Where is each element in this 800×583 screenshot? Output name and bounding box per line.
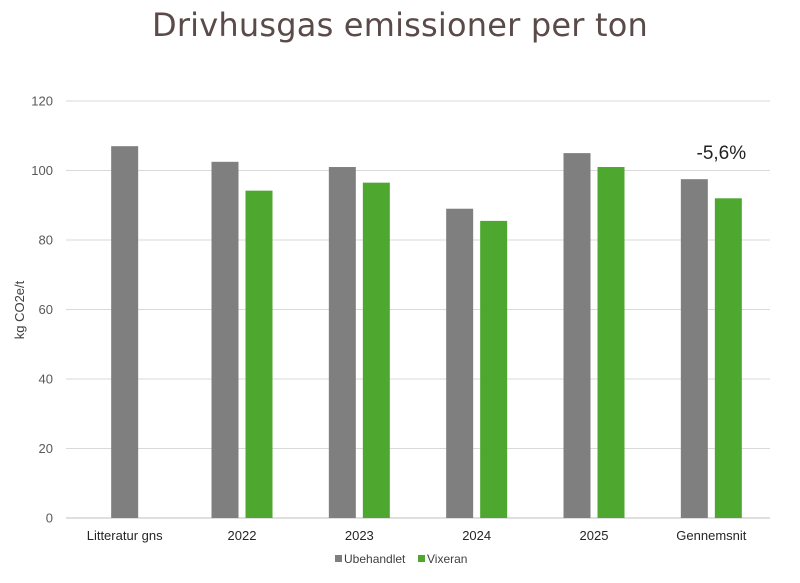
bar-ubehandlet-2022 xyxy=(211,161,239,518)
x-tick-label: 2023 xyxy=(345,528,374,543)
y-tick-label: 100 xyxy=(31,163,53,178)
bar-ubehandlet-2023 xyxy=(328,167,356,518)
legend-label: Vixeran xyxy=(427,552,467,566)
y-tick-label: 120 xyxy=(31,94,53,109)
x-axis-ticks: Litteratur gns 2022 2023 2024 2025 Gennemsnit xyxy=(87,528,747,543)
y-tick-label: 40 xyxy=(39,372,53,387)
y-tick-label: 80 xyxy=(39,233,53,248)
bar-vixeran-2024 xyxy=(480,220,508,518)
bar-ubehandlet-gennemsnit xyxy=(680,179,708,518)
bar-vixeran-2025 xyxy=(597,167,625,518)
legend-swatch xyxy=(418,555,425,562)
y-tick-label: 60 xyxy=(39,302,53,317)
chart-title: Drivhusgas emissioner per ton xyxy=(151,6,649,44)
x-tick-label: 2025 xyxy=(580,528,609,543)
bar-vixeran-gennemsnit xyxy=(714,198,742,519)
annotation-label: -5,6% xyxy=(697,143,747,164)
x-tick-label: Litteratur gns xyxy=(87,528,163,543)
gridlines xyxy=(66,100,770,519)
bar-vixeran-2022 xyxy=(245,190,273,518)
y-axis-ticks: 0 20 40 60 80 100 120 xyxy=(31,94,53,526)
bar-vixeran-2023 xyxy=(362,182,390,518)
legend: Ubehandlet Vixeran xyxy=(335,552,467,566)
x-tick-label: 2022 xyxy=(228,528,257,543)
y-tick-label: 0 xyxy=(46,511,53,526)
bars xyxy=(111,146,742,519)
x-tick-label: Gennemsnit xyxy=(676,528,746,543)
bar-ubehandlet-2024 xyxy=(446,208,474,518)
bar-ubehandlet-litteratur-gns xyxy=(111,146,139,519)
y-tick-label: 20 xyxy=(39,441,53,456)
y-axis-label: kg CO2e/t xyxy=(12,280,27,339)
legend-swatch xyxy=(335,555,342,562)
legend-label: Ubehandlet xyxy=(344,552,406,566)
bar-ubehandlet-2025 xyxy=(563,153,591,518)
x-tick-label: 2024 xyxy=(462,528,491,543)
